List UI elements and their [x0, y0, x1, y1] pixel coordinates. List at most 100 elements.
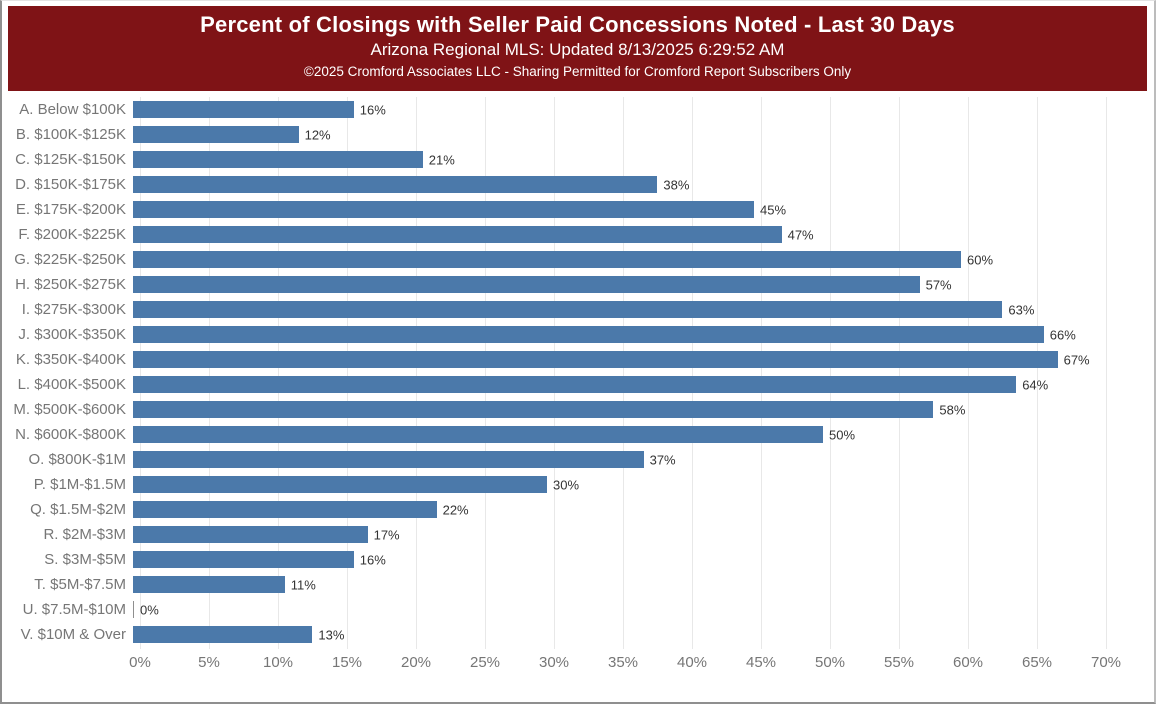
value-label: 57%: [925, 277, 952, 292]
plot-area: 50%: [133, 422, 1154, 447]
category-label: K. $350K-$400K: [15, 351, 126, 368]
x-axis-tick-label: 20%: [400, 654, 432, 671]
bar-row: O. $800K-$1M 37%: [2, 447, 1154, 472]
bar-row: K. $350K-$400K 67%: [2, 347, 1154, 372]
bar[interactable]: [133, 126, 299, 143]
value-label: 37%: [649, 452, 676, 467]
x-axis-tick-label: 65%: [1021, 654, 1053, 671]
bar[interactable]: [133, 326, 1044, 343]
bar[interactable]: [133, 276, 920, 293]
plot-area: 17%: [133, 522, 1154, 547]
bar-row: D. $150K-$175K 38%: [2, 172, 1154, 197]
category-label: D. $150K-$175K: [15, 176, 126, 193]
bar[interactable]: [133, 501, 437, 518]
bar-row: V. $10M & Over 13%: [2, 622, 1154, 647]
category-label: M. $500K-$600K: [13, 401, 126, 418]
value-label: 13%: [318, 627, 345, 642]
value-label: 17%: [373, 527, 400, 542]
bar[interactable]: [133, 526, 368, 543]
bar[interactable]: [133, 626, 313, 643]
x-axis-tick-label: 40%: [676, 654, 708, 671]
value-label: 30%: [553, 477, 580, 492]
value-label: 38%: [663, 177, 690, 192]
category-label: U. $7.5M-$10M: [22, 601, 126, 618]
plot-area: 37%: [133, 447, 1154, 472]
category-label: Q. $1.5M-$2M: [30, 501, 126, 518]
bar[interactable]: [133, 576, 285, 593]
plot-area: 16%: [133, 547, 1154, 572]
bar[interactable]: [133, 601, 134, 618]
bar-row: E. $175K-$200K 45%: [2, 197, 1154, 222]
bar[interactable]: [133, 176, 658, 193]
value-label: 64%: [1022, 377, 1049, 392]
x-axis-tick-label: 55%: [883, 654, 915, 671]
category-label: L. $400K-$500K: [17, 376, 126, 393]
plot-area: 64%: [133, 372, 1154, 397]
bar-row: G. $225K-$250K 60%: [2, 247, 1154, 272]
plot-area: 22%: [133, 497, 1154, 522]
bar-row: F. $200K-$225K 47%: [2, 222, 1154, 247]
report-header: Percent of Closings with Seller Paid Con…: [8, 6, 1147, 91]
bar[interactable]: [133, 101, 354, 118]
plot-area: 11%: [133, 572, 1154, 597]
bar[interactable]: [133, 151, 423, 168]
bar[interactable]: [133, 401, 934, 418]
category-label: I. $275K-$300K: [21, 301, 126, 318]
bar-row: L. $400K-$500K 64%: [2, 372, 1154, 397]
plot-area: 0%: [133, 597, 1154, 622]
value-label: 16%: [359, 102, 386, 117]
bar[interactable]: [133, 426, 823, 443]
category-label: P. $1M-$1.5M: [33, 476, 126, 493]
category-label: V. $10M & Over: [20, 626, 126, 643]
bar-row: J. $300K-$350K 66%: [2, 322, 1154, 347]
plot-area: 16%: [133, 97, 1154, 122]
bar-row: B. $100K-$125K 12%: [2, 122, 1154, 147]
bar[interactable]: [133, 251, 961, 268]
plot-area: 66%: [133, 322, 1154, 347]
bar[interactable]: [133, 551, 354, 568]
plot-area: 58%: [133, 397, 1154, 422]
bar[interactable]: [133, 301, 1003, 318]
plot-area: 67%: [133, 347, 1154, 372]
bar[interactable]: [133, 476, 547, 493]
value-label: 21%: [428, 152, 455, 167]
category-label: C. $125K-$150K: [15, 151, 126, 168]
category-label: G. $225K-$250K: [14, 251, 126, 268]
bar[interactable]: [133, 201, 754, 218]
value-label: 58%: [939, 402, 966, 417]
value-label: 66%: [1049, 327, 1076, 342]
category-label: T. $5M-$7.5M: [34, 576, 126, 593]
plot-area: 45%: [133, 197, 1154, 222]
bar[interactable]: [133, 376, 1017, 393]
value-label: 47%: [787, 227, 814, 242]
x-axis-tick-label: 10%: [262, 654, 294, 671]
x-axis-tick-label: 35%: [607, 654, 639, 671]
plot-area: 57%: [133, 272, 1154, 297]
category-label: R. $2M-$3M: [43, 526, 126, 543]
value-label: 63%: [1008, 302, 1035, 317]
x-axis-tick-label: 60%: [952, 654, 984, 671]
x-axis-tick-label: 25%: [469, 654, 501, 671]
x-axis: 0% 5% 10% 15% 20% 25% 30% 35% 40% 45% 50% 55% 60% 65%…: [2, 654, 1154, 676]
plot-area: 30%: [133, 472, 1154, 497]
value-label: 50%: [829, 427, 856, 442]
bar[interactable]: [133, 226, 782, 243]
value-label: 11%: [290, 577, 316, 592]
bar-row: N. $600K-$800K 50%: [2, 422, 1154, 447]
plot-area: 12%: [133, 122, 1154, 147]
category-label: N. $600K-$800K: [15, 426, 126, 443]
plot-area: 47%: [133, 222, 1154, 247]
plot-area: 38%: [133, 172, 1154, 197]
value-label: 67%: [1063, 352, 1090, 367]
x-axis-tick-label: 50%: [814, 654, 846, 671]
bar-row: Q. $1.5M-$2M 22%: [2, 497, 1154, 522]
category-label: A. Below $100K: [19, 101, 126, 118]
value-label: 16%: [359, 552, 386, 567]
value-label: 12%: [304, 127, 331, 142]
bar[interactable]: [133, 451, 644, 468]
bar-row: P. $1M-$1.5M 30%: [2, 472, 1154, 497]
category-label: F. $200K-$225K: [18, 226, 126, 243]
bar[interactable]: [133, 351, 1058, 368]
value-label: 22%: [442, 502, 469, 517]
